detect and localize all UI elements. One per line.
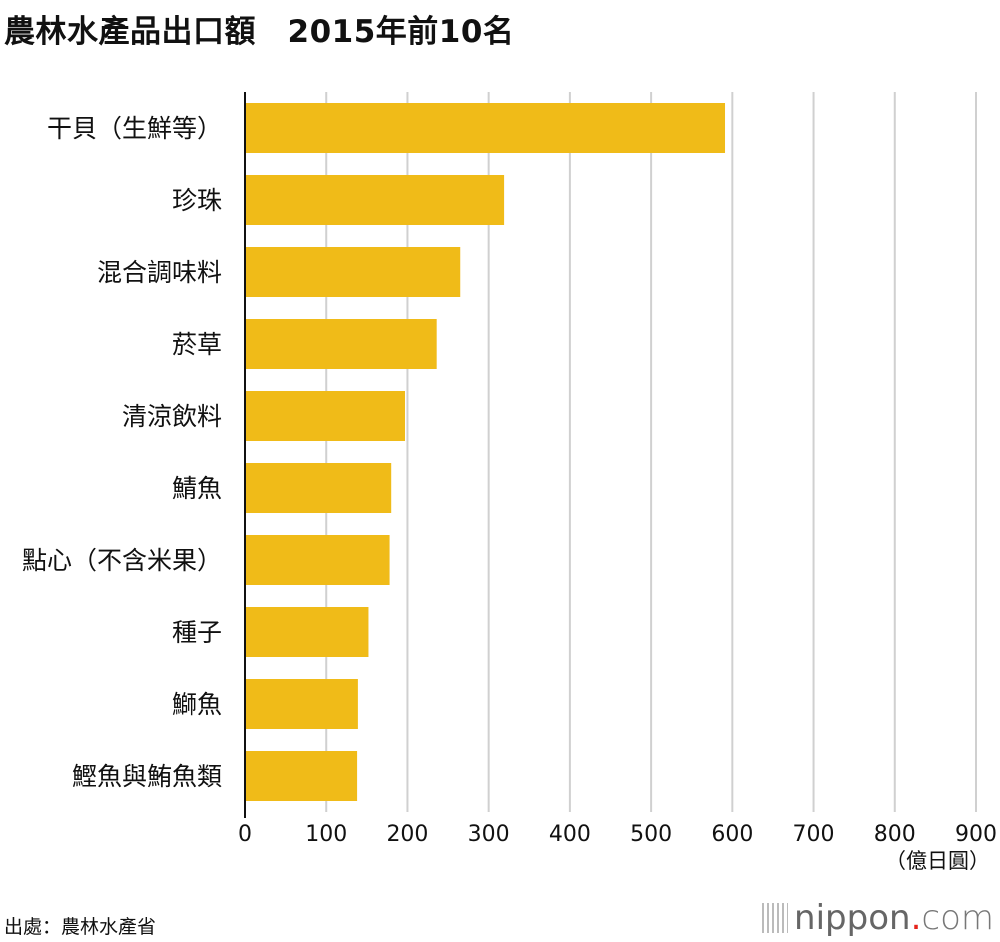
nippon-logo: nippon. com [762,898,994,938]
category-label: 干貝（生鮮等） [47,114,222,143]
category-label: 鰹魚與鮪魚類 [72,762,222,791]
x-tick-label: 200 [386,822,428,847]
logo-suffix: com [921,898,994,938]
x-tick-label: 900 [955,822,997,847]
category-label: 清涼飲料 [122,402,222,431]
logo-name: nippon [794,898,911,938]
logo-dot: . [910,898,922,938]
category-label: 種子 [172,618,222,647]
logo-mark-icon [762,903,789,933]
x-tick-label: 500 [630,822,672,847]
category-label: 鯖魚 [172,474,222,503]
chart-title: 農林水產品出口額 2015年前10名 [4,14,515,50]
category-label: 鰤魚 [172,690,222,719]
bar [245,175,505,225]
bar [245,103,726,153]
category-label: 珍珠 [172,186,222,215]
x-tick-label: 300 [468,822,510,847]
category-label: 菸草 [172,330,222,359]
x-tick-label: 800 [874,822,916,847]
bar [245,751,358,801]
bar [245,319,437,369]
unit-label: （億日圓） [885,849,990,873]
bar [245,247,461,297]
x-tick-label: 100 [305,822,347,847]
x-tick-label: 0 [238,822,252,847]
category-label: 點心（不含米果） [22,546,222,575]
bar [245,607,369,657]
bar [245,679,358,729]
category-label: 混合調味料 [97,258,222,287]
x-tick-label: 700 [793,822,835,847]
bar [245,535,390,585]
bar [245,463,392,513]
source-note: 出處：農林水產省 [4,916,157,938]
bar [245,391,406,441]
x-tick-label: 400 [549,822,591,847]
x-tick-label: 600 [711,822,753,847]
